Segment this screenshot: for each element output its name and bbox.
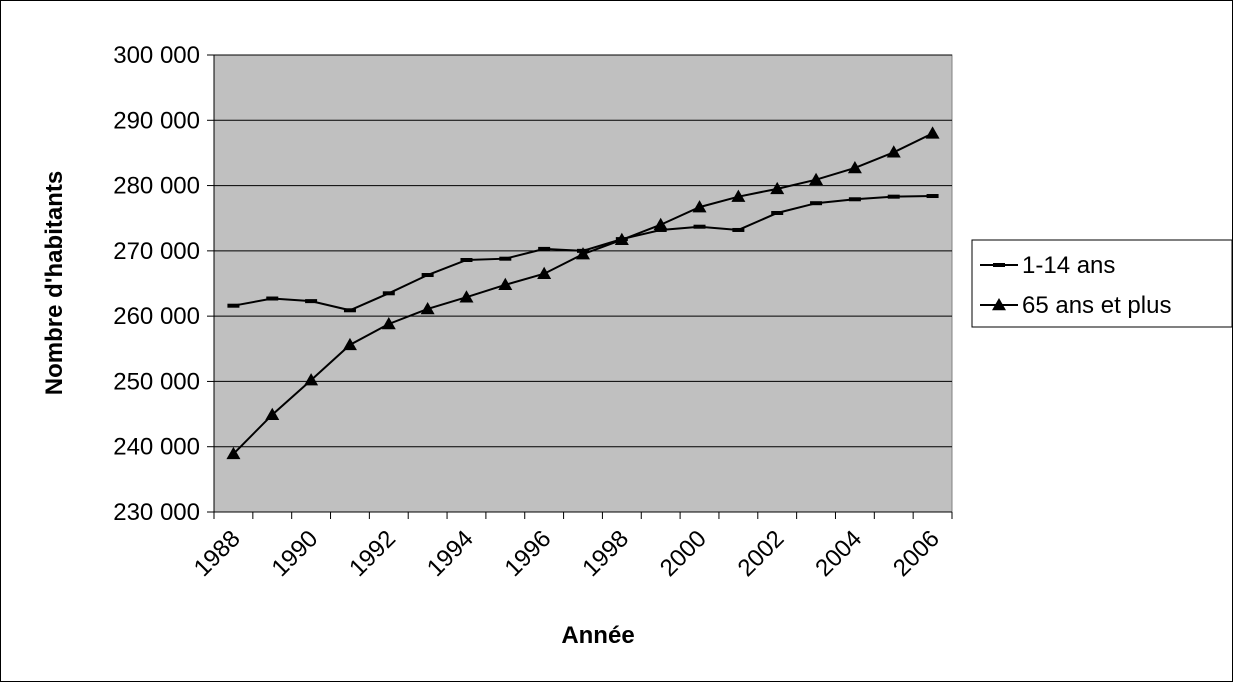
y-tick-label: 280 000 [113,173,200,200]
point-marker [848,197,861,202]
y-tick-label: 240 000 [113,434,200,461]
x-axis-title: Année [561,622,634,649]
legend-marker [992,298,1006,311]
point-marker [538,246,551,251]
point-marker [847,160,862,174]
point-marker [421,273,434,278]
point-marker [459,290,474,303]
point-marker [498,277,513,291]
point-marker [926,194,939,199]
point-marker [343,308,356,313]
point-marker [771,210,784,215]
y-tick-label: 230 000 [113,499,200,526]
point-marker [499,256,512,261]
point-marker [305,299,318,304]
point-marker [732,227,745,232]
point-marker [925,126,940,139]
point-marker [265,407,280,420]
point-marker [460,257,473,262]
point-marker [692,200,707,213]
y-tick-label: 270 000 [113,238,200,265]
point-marker [226,446,241,460]
point-marker [537,266,552,279]
point-marker [731,189,746,202]
legend-marker [993,263,1005,267]
point-marker [342,337,357,351]
y-axis-title: Nombre d'habitants [41,171,68,395]
legend-box [971,239,1233,328]
point-marker [693,224,706,229]
point-marker [653,217,668,230]
legend-label: 1-14 ans [1022,252,1115,279]
point-marker [887,194,900,199]
point-marker [614,232,629,246]
legend-label: 65 ans et plus [1022,292,1171,319]
point-marker [886,145,901,158]
point-marker [266,296,279,301]
y-tick-label: 290 000 [113,107,200,134]
point-marker [576,247,590,260]
y-tick-label: 300 000 [113,42,200,69]
point-marker [420,301,435,315]
point-marker [810,201,823,206]
plot-area [213,54,953,513]
point-marker [809,172,824,185]
point-marker [304,373,319,386]
point-marker [227,303,240,308]
point-marker [382,291,395,296]
point-marker [770,181,785,195]
y-tick-label: 250 000 [113,368,200,395]
y-tick-label: 260 000 [113,303,200,330]
point-marker [381,316,396,330]
